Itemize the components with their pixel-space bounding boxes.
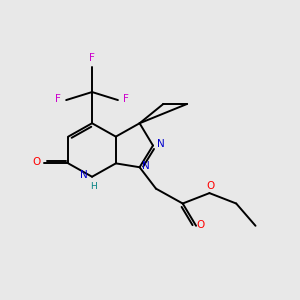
Text: O: O [207, 181, 215, 191]
Text: O: O [196, 220, 205, 230]
Text: F: F [123, 94, 129, 104]
Text: F: F [89, 53, 95, 64]
Text: H: H [90, 182, 97, 191]
Text: N: N [80, 170, 88, 180]
Text: N: N [142, 161, 150, 171]
Text: N: N [158, 139, 165, 149]
Text: O: O [32, 157, 40, 167]
Text: F: F [55, 94, 61, 104]
